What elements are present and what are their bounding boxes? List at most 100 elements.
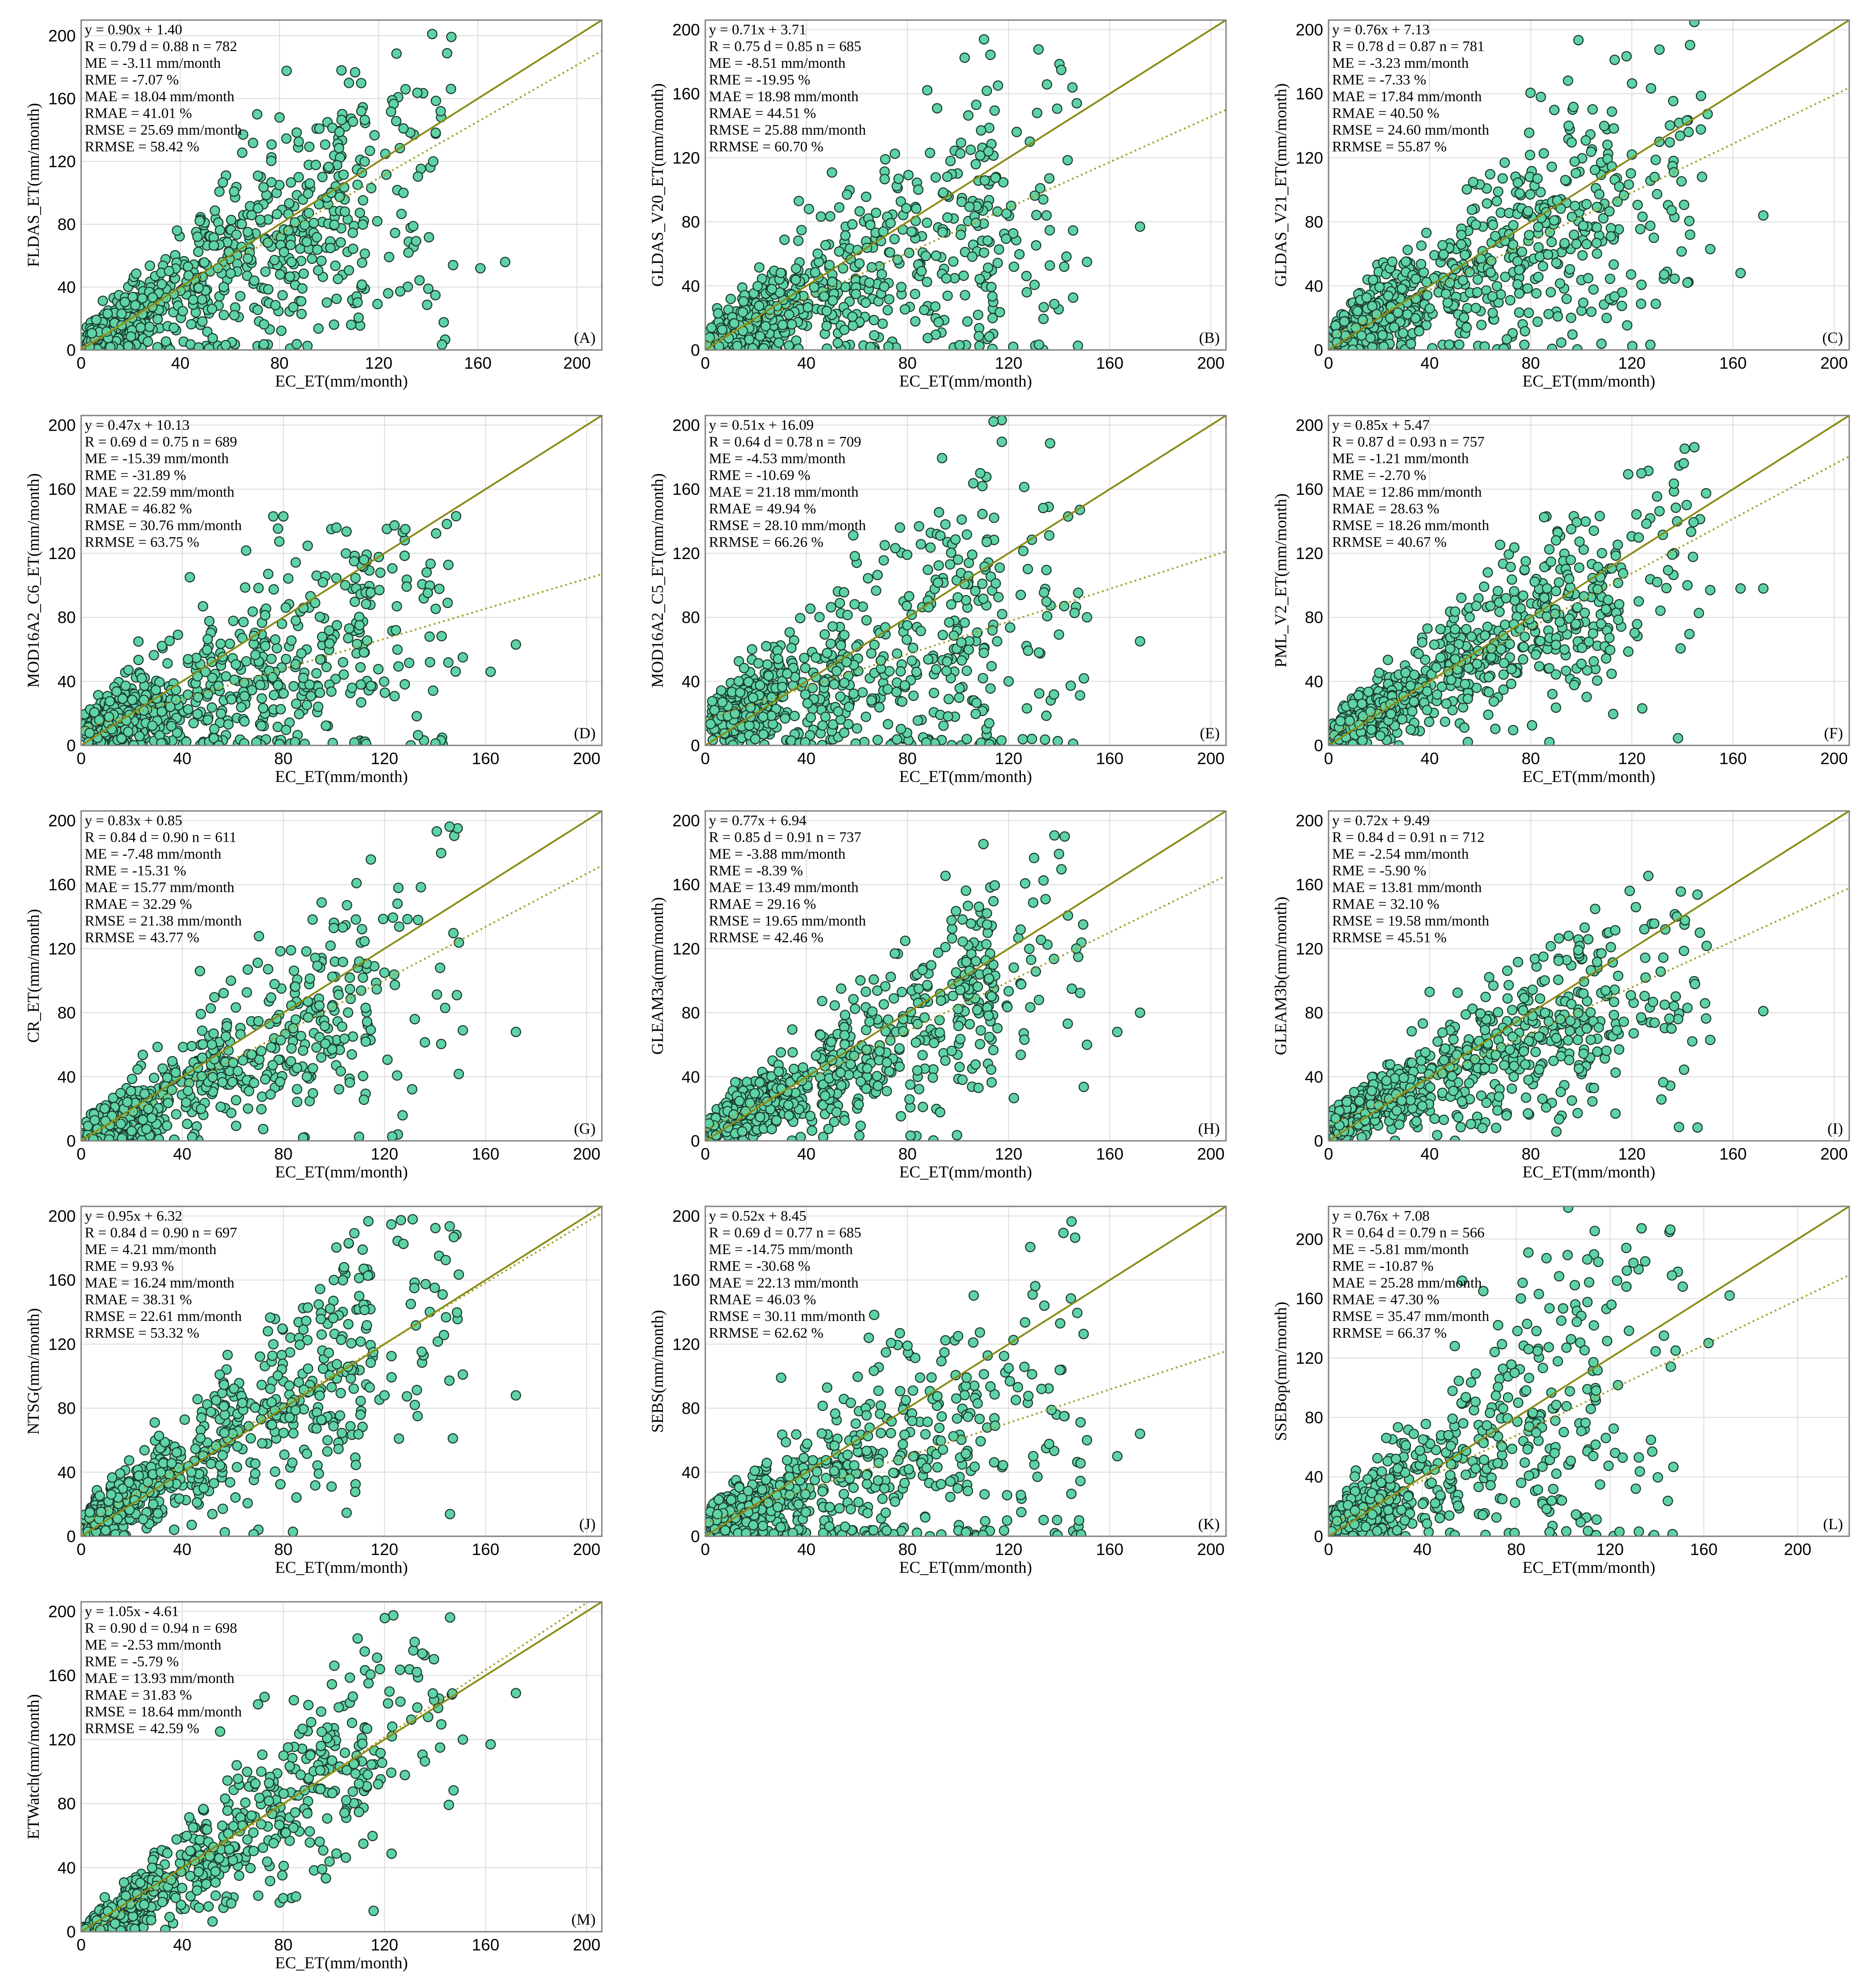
data-point — [1363, 686, 1374, 697]
data-point — [1041, 210, 1052, 221]
data-point — [349, 556, 359, 567]
data-point — [705, 719, 716, 729]
data-point — [750, 734, 761, 745]
data-point — [274, 739, 285, 745]
data-point — [1674, 130, 1686, 141]
data-point — [978, 673, 988, 683]
data-point — [1423, 716, 1435, 727]
statistic-line: RMAE = 28.63 % — [1332, 501, 1439, 517]
x-tick-label: 40 — [173, 749, 191, 768]
data-point — [1378, 341, 1389, 350]
data-point — [252, 109, 263, 120]
data-point — [1551, 669, 1561, 680]
data-point — [276, 325, 287, 336]
data-point — [906, 226, 917, 237]
data-point — [965, 144, 976, 155]
data-point — [226, 214, 237, 226]
data-point — [805, 712, 816, 723]
data-point — [1605, 231, 1617, 242]
statistic-line: y = 0.90x + 1.40 — [85, 22, 182, 38]
x-tick-label: 160 — [464, 354, 492, 372]
data-point — [866, 695, 877, 706]
data-point — [1071, 98, 1082, 109]
reference-lines — [81, 20, 602, 350]
data-point — [895, 666, 906, 677]
data-point — [1641, 518, 1652, 529]
data-point — [259, 339, 269, 350]
data-point — [1574, 536, 1585, 547]
data-point — [992, 206, 1003, 217]
data-point — [1357, 735, 1368, 745]
data-point — [1411, 273, 1421, 284]
data-point — [866, 648, 877, 659]
data-point — [800, 662, 811, 674]
data-point — [144, 260, 155, 271]
data-point — [1758, 583, 1769, 594]
data-point — [782, 668, 793, 679]
data-point — [1435, 652, 1446, 663]
data-point — [1683, 127, 1694, 137]
data-point — [1021, 703, 1033, 714]
data-point — [1606, 668, 1617, 679]
data-point — [329, 922, 339, 934]
data-point — [820, 712, 831, 722]
y-tick-label: 200 — [672, 416, 700, 435]
data-point — [1041, 596, 1052, 607]
data-point — [341, 526, 352, 537]
data-point — [1614, 181, 1625, 192]
data-point — [202, 689, 214, 699]
data-point — [390, 227, 400, 239]
data-point — [937, 227, 948, 238]
data-point — [1645, 339, 1656, 350]
data-point — [986, 282, 997, 292]
data-point — [183, 704, 193, 715]
data-point — [1049, 299, 1060, 309]
data-point — [849, 551, 860, 562]
x-tick-label: 160 — [1719, 354, 1747, 372]
plot-frame — [80, 19, 603, 351]
data-point — [909, 288, 921, 300]
data-point — [1040, 734, 1050, 745]
data-point — [809, 282, 820, 292]
data-point — [967, 251, 978, 262]
data-point — [272, 523, 284, 534]
statistic-line: MAE = 18.04 mm/month — [85, 89, 234, 105]
data-point — [956, 514, 967, 525]
data-point — [162, 658, 173, 669]
data-point — [786, 642, 797, 654]
data-point — [451, 511, 461, 522]
data-point — [790, 275, 801, 285]
data-point — [336, 65, 347, 76]
data-point — [864, 277, 875, 288]
data-point — [815, 211, 827, 222]
data-point — [1068, 225, 1078, 236]
panel-label: (D) — [574, 724, 596, 742]
data-point — [1437, 240, 1448, 251]
data-point — [358, 554, 370, 565]
data-point — [1618, 568, 1629, 579]
data-point — [896, 724, 906, 734]
scatter-panel-f: 0 40 80 120 160 20004080120160200EC_ET(mm/mon… — [1272, 415, 1850, 786]
data-point — [500, 257, 510, 267]
data-point — [952, 592, 963, 603]
data-point — [430, 603, 441, 614]
data-point — [123, 665, 134, 675]
data-point — [1421, 277, 1432, 288]
statistic-line: MAE = 21.18 mm/month — [709, 484, 859, 500]
data-point — [1551, 702, 1561, 713]
data-point — [133, 654, 144, 666]
data-point — [396, 209, 407, 219]
data-point — [854, 258, 865, 269]
data-point — [183, 1086, 193, 1096]
data-point — [1460, 679, 1470, 690]
data-point — [755, 331, 765, 341]
data-point — [1427, 343, 1438, 350]
data-point — [288, 302, 299, 313]
data-point — [431, 95, 441, 107]
data-point — [348, 243, 358, 254]
data-point — [1676, 176, 1687, 187]
data-point — [238, 129, 248, 140]
data-point — [430, 738, 441, 745]
y-tick-label: 80 — [58, 215, 76, 234]
data-point — [1365, 333, 1376, 343]
